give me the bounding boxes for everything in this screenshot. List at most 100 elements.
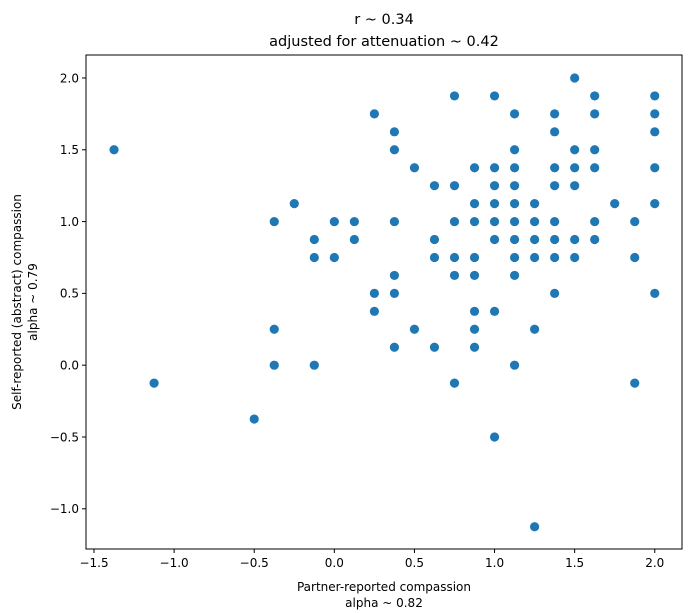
data-point — [269, 216, 279, 227]
data-point — [650, 109, 660, 119]
data-point — [530, 199, 540, 209]
data-point — [509, 234, 520, 245]
x-tick-label: 0.5 — [405, 556, 424, 570]
data-point — [309, 234, 319, 245]
x-tick-label: 1.0 — [485, 556, 504, 570]
data-point — [590, 234, 600, 245]
data-point — [149, 378, 159, 388]
chart-title-line-2: adjusted for attenuation ~ 0.42 — [269, 34, 499, 50]
data-point — [550, 234, 560, 245]
data-point — [469, 252, 480, 263]
data-point — [369, 109, 379, 119]
data-point — [509, 145, 520, 155]
data-point — [389, 270, 400, 281]
data-point — [449, 91, 460, 101]
data-point — [530, 324, 540, 334]
data-point — [590, 91, 600, 101]
data-point — [389, 145, 400, 155]
data-point — [570, 252, 580, 263]
data-point — [489, 181, 500, 191]
data-point — [409, 163, 420, 173]
data-point — [590, 145, 600, 155]
data-point — [650, 91, 660, 101]
data-point — [489, 432, 500, 442]
data-point — [469, 306, 480, 316]
data-point — [489, 216, 500, 227]
data-point — [429, 252, 440, 263]
axes-frame — [85, 54, 683, 550]
data-point — [289, 199, 299, 209]
data-point — [349, 234, 359, 245]
data-point — [530, 216, 540, 227]
data-point — [630, 216, 640, 227]
y-tick-label: −0.5 — [50, 430, 79, 444]
data-point — [389, 288, 400, 298]
data-point — [449, 270, 460, 281]
x-tick-label: 1.5 — [565, 556, 584, 570]
data-point — [570, 73, 580, 83]
data-point — [630, 252, 640, 263]
data-point — [389, 342, 400, 352]
x-tick-label: −1.0 — [160, 556, 189, 570]
y-tick-label: 0.5 — [60, 287, 79, 301]
data-point — [650, 199, 660, 209]
data-point — [630, 378, 640, 388]
data-point — [269, 360, 279, 370]
chart-title-line-1: r ~ 0.34 — [354, 12, 414, 28]
data-point — [650, 127, 660, 137]
data-point — [570, 181, 580, 191]
data-point — [590, 109, 600, 119]
data-point — [590, 163, 600, 173]
data-point — [550, 288, 560, 298]
plot-area — [109, 73, 660, 532]
x-tick-label: 0.0 — [325, 556, 344, 570]
data-point — [409, 324, 420, 334]
data-point — [309, 252, 319, 263]
data-point — [509, 216, 520, 227]
x-tick-label: 2.0 — [645, 556, 664, 570]
data-point — [509, 360, 520, 370]
data-point — [509, 181, 520, 191]
x-tick-label: −1.5 — [79, 556, 108, 570]
data-point — [509, 270, 520, 281]
y-tick-label: 1.5 — [60, 143, 79, 157]
data-point — [469, 342, 480, 352]
data-point — [509, 199, 520, 209]
data-point — [489, 306, 500, 316]
data-point — [389, 216, 400, 227]
data-point — [329, 216, 339, 227]
data-point — [449, 378, 460, 388]
data-point — [349, 216, 359, 227]
data-point — [449, 252, 460, 263]
data-point — [509, 252, 520, 263]
x-axis: −1.5 −1.0 −0.5 0.0 0.5 1.0 1.5 2.0 — [79, 549, 664, 570]
data-point — [369, 288, 379, 298]
data-point — [469, 216, 480, 227]
data-point — [570, 145, 580, 155]
data-point — [329, 252, 339, 263]
data-point — [309, 360, 319, 370]
data-point — [530, 234, 540, 245]
y-tick-label: 2.0 — [60, 71, 79, 85]
data-point — [469, 324, 480, 334]
data-point — [590, 216, 600, 227]
data-point — [249, 414, 259, 424]
data-point — [650, 163, 660, 173]
data-point — [469, 199, 480, 209]
data-point — [570, 163, 580, 173]
data-point — [550, 163, 560, 173]
data-point — [550, 216, 560, 227]
data-point — [269, 324, 279, 334]
data-point — [550, 109, 560, 119]
data-point — [489, 199, 500, 209]
data-point — [469, 163, 480, 173]
data-point — [550, 181, 560, 191]
data-point — [449, 216, 460, 227]
data-point — [469, 270, 480, 281]
x-tick-label: −0.5 — [240, 556, 269, 570]
y-axis-label-line-1: Self-reported (abstract) compassion — [10, 194, 24, 410]
data-point — [429, 342, 440, 352]
data-point — [570, 234, 580, 245]
